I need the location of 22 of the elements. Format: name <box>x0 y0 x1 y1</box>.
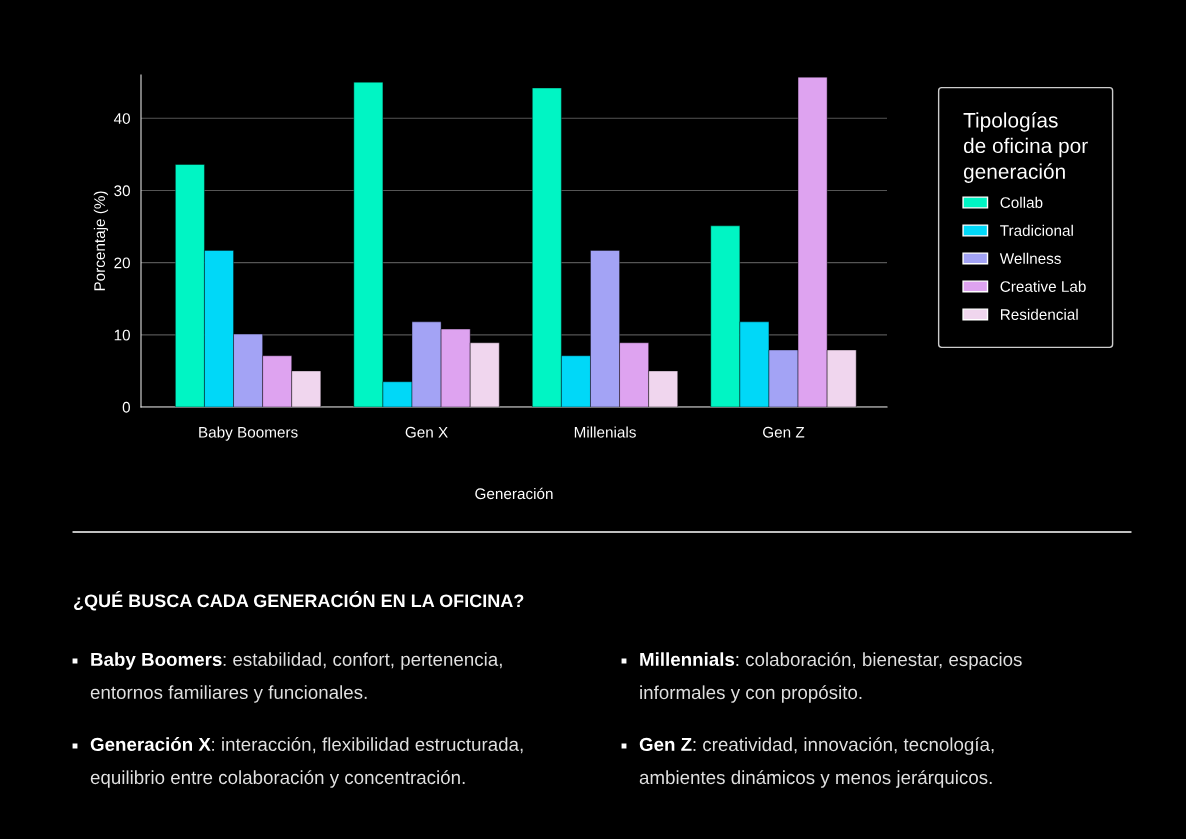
legend-label: Collab <box>1000 196 1043 208</box>
y-axis-title: Porcentaje (%) <box>93 191 109 291</box>
legend-label: Residencial <box>1001 308 1078 320</box>
y-tick-label: 20 <box>114 257 130 269</box>
legend-title: Tipologías de oficina por generación <box>963 112 1088 184</box>
text: Baby Boomers: estabilidad, confort, pertenencia, entornos familiares y funcionales. <box>90 652 502 703</box>
x-axis-title: Generación <box>475 487 553 500</box>
legend-label: Wellness <box>999 252 1061 264</box>
legend-label: Creative Lab <box>1000 280 1086 292</box>
legend-label: Tradicional <box>1000 224 1073 236</box>
y-tick-label: 0 <box>122 401 130 413</box>
text: Generación X: interacción, flexibilidad estructurada, equilibrio entre colaboración y concentración. <box>90 737 523 788</box>
text: ¿QUÉ BUSCA CADA GENERACIÓN EN LA OFICINA? <box>74 591 524 611</box>
y-tick-label: 40 <box>113 113 130 124</box>
x-tick-label: Millenials <box>574 426 636 438</box>
x-tick-label: Gen Z <box>763 426 805 438</box>
text: Gen Z: creatividad, innovación, tecnología, ambientes dinámicos y menos jerárquicos. <box>639 737 994 788</box>
y-tick-label: 10 <box>114 329 130 341</box>
y-tick-label: 30 <box>114 185 130 197</box>
x-tick-label: Gen X <box>405 426 448 438</box>
x-tick-label: Baby Boomers <box>199 426 298 441</box>
text: Millennials: colaboración, bienestar, espacios informales y con propósito. <box>640 652 1022 703</box>
